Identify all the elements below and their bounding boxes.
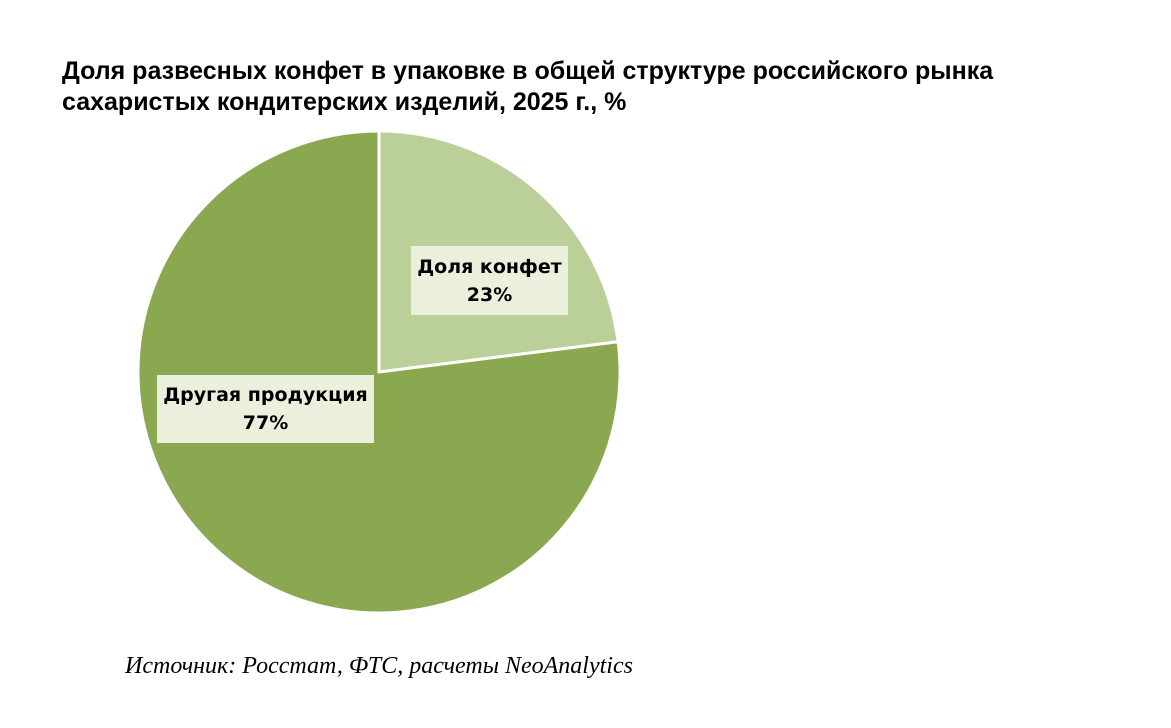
chart-title-line-1: Доля развесных конфет в упаковке в общей… [62,57,994,85]
chart-title: Доля развесных конфет в упаковке в общей… [62,56,1142,118]
slice-label-other-products: Другая продукция 77% [157,375,374,443]
slice-label-candy-share-name: Доля конфет [417,255,562,278]
slice-label-candy-share-value: 23% [466,283,513,306]
source-note: Источник: Росстат, ФТС, расчеты NeoAnaly… [125,653,633,679]
slice-label-candy-share: Доля конфет 23% [411,246,568,315]
chart-title-line-2: сахаристых кондитерских изделий, 2025 г.… [62,88,627,116]
slice-label-other-products-value: 77% [242,412,289,434]
slice-label-other-products-name: Другая продукция [163,384,368,406]
pie-slice-other-products [136,129,622,615]
